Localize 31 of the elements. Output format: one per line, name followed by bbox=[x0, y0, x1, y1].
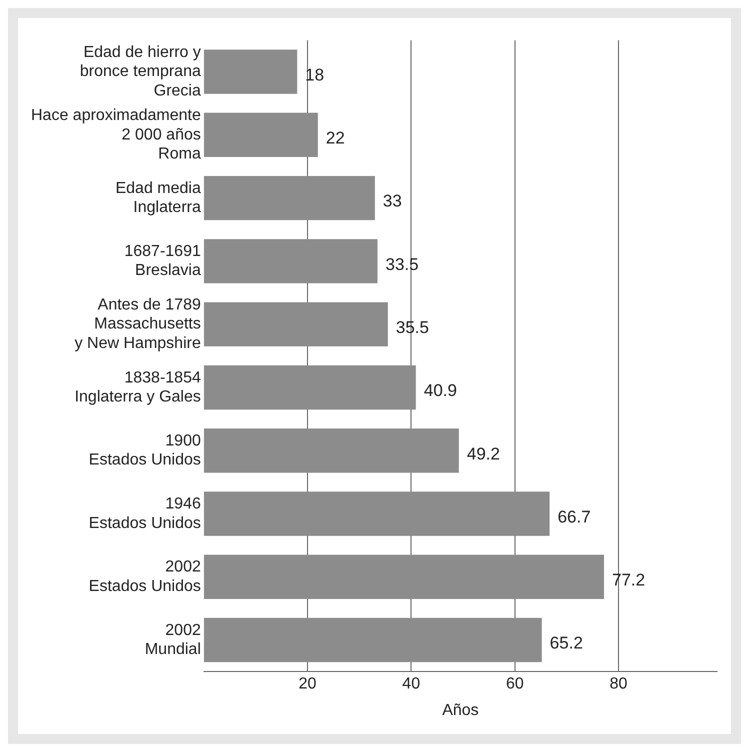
data-label: 49.2 bbox=[466, 444, 500, 464]
x-tick-label: 80 bbox=[610, 676, 628, 693]
data-label: 33 bbox=[382, 192, 402, 211]
x-tick-label: 20 bbox=[298, 676, 317, 693]
x-tick-label: 40 bbox=[402, 676, 420, 693]
bar bbox=[204, 112, 318, 158]
bar bbox=[204, 618, 542, 662]
x-tick-label: 60 bbox=[506, 676, 524, 693]
y-tick-label: Edad de hierro y bronce temprana Grecia bbox=[80, 44, 201, 100]
y-tick-label: 1900 Estados Unidos bbox=[88, 432, 201, 469]
data-label: 40.9 bbox=[424, 381, 457, 400]
y-tick-label: Antes de 1789 Massachusetts y New Hampshire bbox=[74, 296, 201, 352]
y-tick-label: Edad media Inglaterra bbox=[115, 180, 201, 216]
bar bbox=[204, 428, 459, 473]
bar bbox=[204, 365, 416, 410]
y-tick-label: Hace aproximadamente 2 000 años Roma bbox=[30, 107, 201, 163]
y-tick-label: 1838-1854 Inglaterra y Gales bbox=[74, 369, 201, 406]
y-tick-label: 2002 Estados Unidos bbox=[88, 558, 201, 595]
y-tick-label: 1946 Estados Unidos bbox=[88, 496, 201, 532]
data-label: 66.7 bbox=[558, 507, 591, 526]
y-tick-label: 2002 Mundial bbox=[144, 622, 201, 658]
bar bbox=[204, 239, 378, 284]
bar bbox=[204, 302, 388, 346]
bar bbox=[204, 554, 604, 599]
data-label: 22 bbox=[326, 128, 345, 148]
bar bbox=[204, 492, 550, 536]
bar bbox=[204, 176, 375, 220]
y-tick-label: 1687-1691 Breslavia bbox=[124, 242, 201, 280]
bar bbox=[204, 50, 298, 94]
x-axis-title: Años bbox=[442, 702, 479, 719]
data-label: 65.2 bbox=[550, 634, 583, 653]
